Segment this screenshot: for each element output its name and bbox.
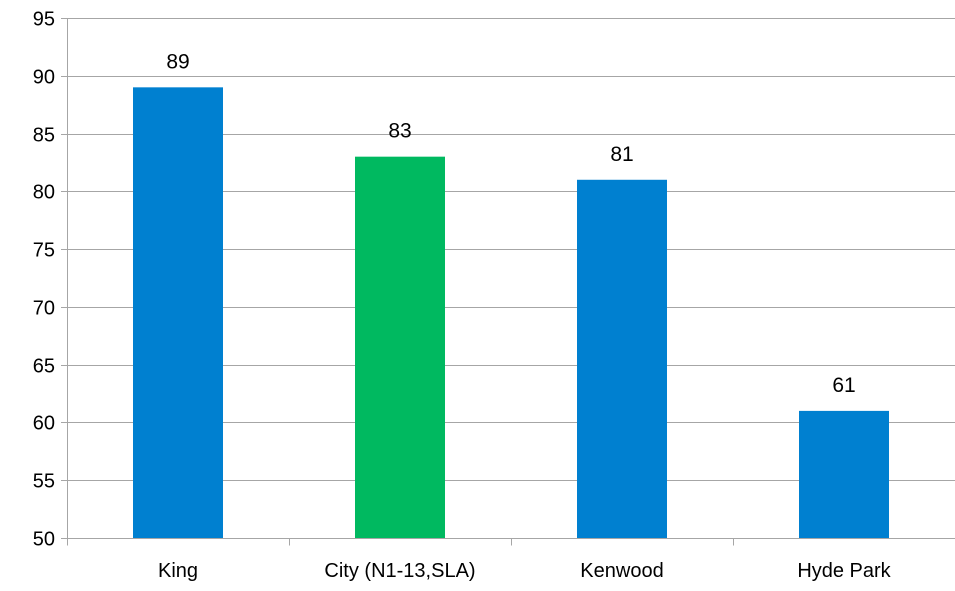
bar-kenwood bbox=[577, 179, 667, 538]
data-label: 89 bbox=[166, 50, 189, 73]
y-tick-label: 85 bbox=[33, 125, 55, 147]
x-category-label: Kenwood bbox=[580, 560, 663, 582]
y-tick-label: 90 bbox=[33, 67, 55, 89]
labels: 50 55 60 65 70 75 80 85 90 95 89 King 83 City (N1-13,… bbox=[33, 9, 892, 583]
data-label: 83 bbox=[388, 120, 411, 143]
data-label: 61 bbox=[832, 374, 855, 397]
y-tick-label: 80 bbox=[33, 182, 55, 204]
x-category-label: Hyde Park bbox=[797, 560, 891, 582]
y-tick-label: 55 bbox=[33, 471, 55, 493]
data-label: 81 bbox=[610, 143, 633, 166]
y-tick-label: 95 bbox=[33, 9, 55, 31]
y-tick-label: 65 bbox=[33, 356, 55, 378]
y-tick-label: 60 bbox=[33, 413, 55, 435]
x-category-label: City (N1-13,SLA) bbox=[324, 560, 475, 582]
y-tick-label: 75 bbox=[33, 240, 55, 262]
axes bbox=[61, 18, 955, 546]
bar-king bbox=[133, 87, 223, 538]
x-category-label: King bbox=[158, 560, 198, 582]
bar-city-n1-13-sla bbox=[355, 156, 445, 538]
bar-hyde-park bbox=[799, 410, 889, 538]
y-tick-label: 70 bbox=[33, 298, 55, 320]
bars bbox=[133, 87, 889, 538]
y-tick-label: 50 bbox=[33, 529, 55, 551]
